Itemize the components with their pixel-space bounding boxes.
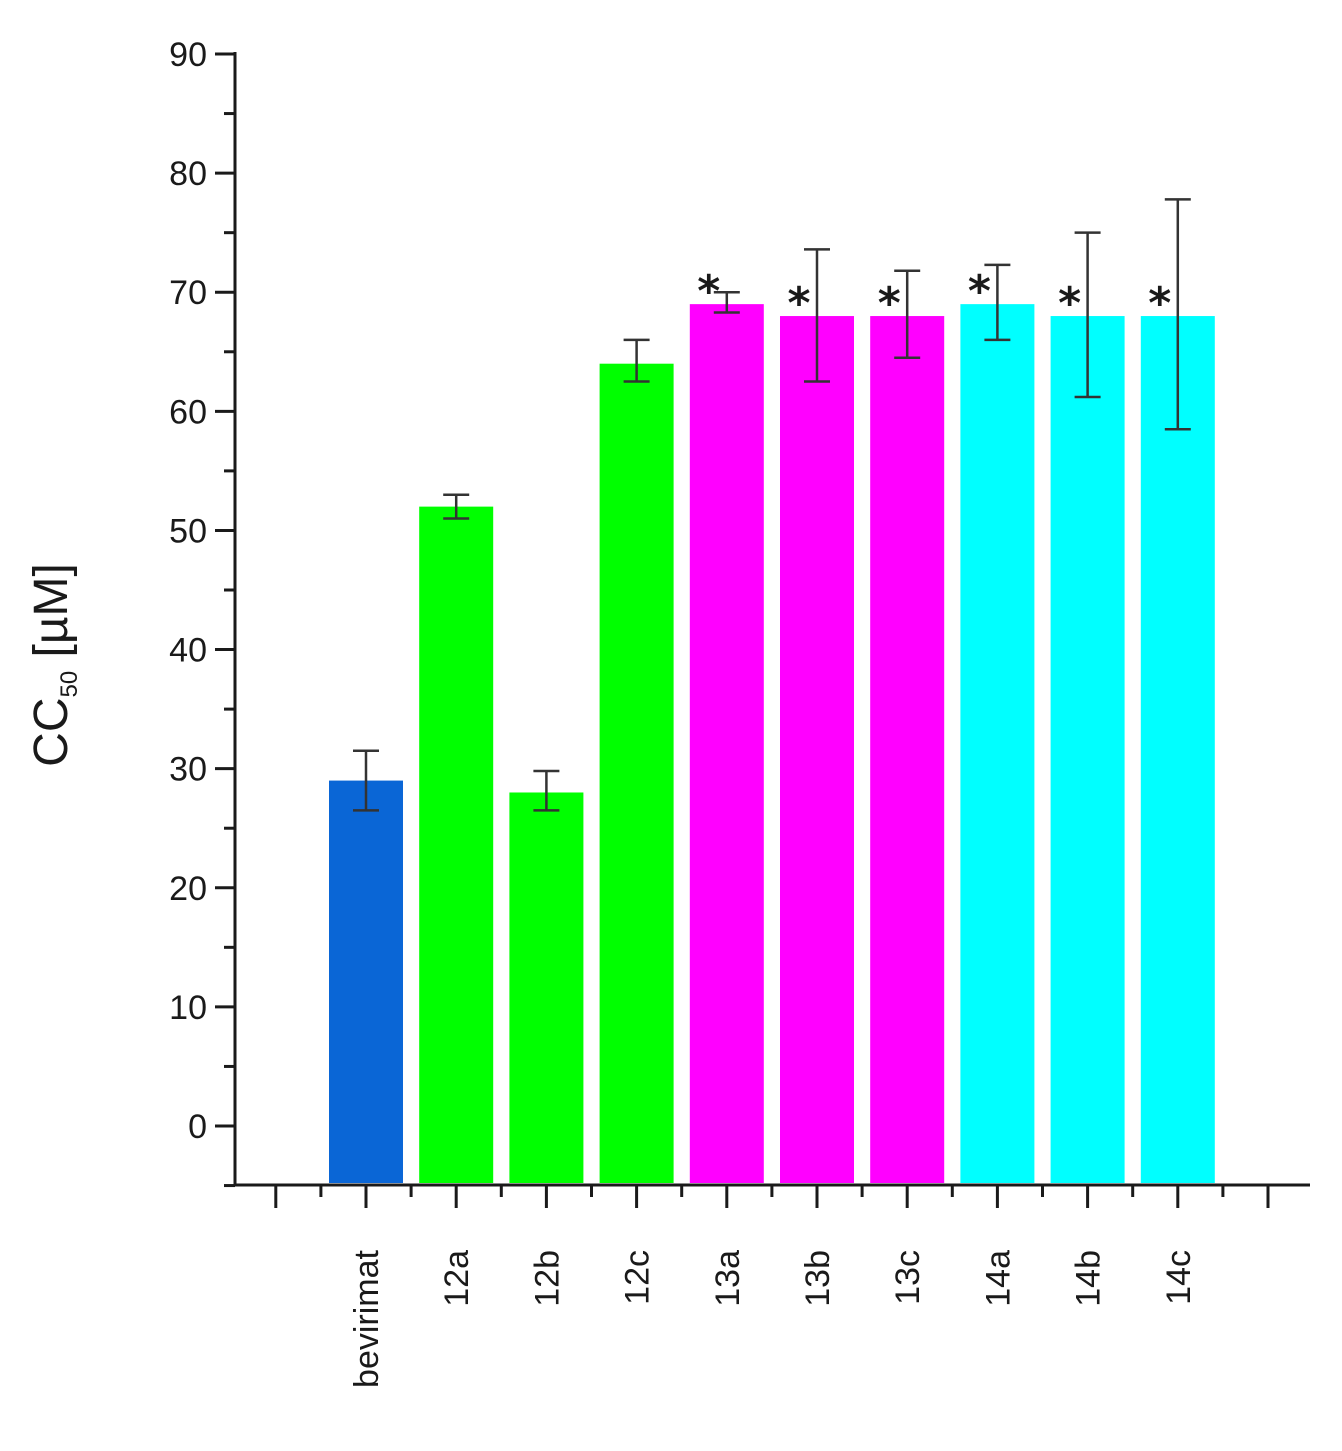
- y-tick-label: 70: [169, 274, 207, 312]
- y-axis-title-subscript: 50: [56, 671, 83, 698]
- significance-markers: * * * * * *: [697, 266, 1171, 329]
- significance-star-14b: *: [1058, 278, 1081, 329]
- y-axis: 0 10 20 30 40 50 60 70 80 90: [169, 36, 237, 1188]
- x-axis: [235, 1183, 1310, 1208]
- y-tick-label: 90: [169, 36, 207, 74]
- y-tick-label: 40: [169, 632, 207, 670]
- x-tick-label-14a: 14a: [979, 1250, 1017, 1307]
- bar-13a: [689, 304, 764, 1184]
- category-labels: bevirimat 12a 12b 12c 13a 13b 13c 14a 14b 14c: [348, 1249, 1198, 1387]
- bar-14c: [1140, 316, 1215, 1183]
- y-tick-label: 10: [169, 989, 207, 1027]
- x-tick-label-12a: 12a: [438, 1250, 476, 1307]
- x-tick-label-14c: 14c: [1160, 1250, 1198, 1305]
- x-tick-label-13a: 13a: [709, 1250, 747, 1307]
- bar-14b: [1050, 316, 1125, 1183]
- error-bars: [353, 198, 1191, 812]
- x-tick-label-14b: 14b: [1070, 1250, 1108, 1307]
- x-tick-label-12b: 12b: [528, 1250, 566, 1307]
- bars: [329, 304, 1215, 1184]
- y-tick-label: 0: [188, 1108, 207, 1146]
- y-tick-label: 60: [169, 393, 207, 431]
- x-tick-label-bevirimat: bevirimat: [348, 1249, 386, 1387]
- significance-star-13c: *: [878, 278, 901, 329]
- y-axis-title-unit: [µM]: [25, 563, 78, 671]
- bar-13c: [870, 316, 945, 1183]
- y-axis-title: CC50 [µM]: [25, 563, 83, 767]
- x-tick-label-13c: 13c: [889, 1250, 927, 1305]
- bar-12b: [509, 792, 584, 1183]
- bar-14a: [960, 304, 1035, 1184]
- x-tick-label-12c: 12c: [619, 1250, 657, 1305]
- significance-star-13b: *: [787, 278, 810, 329]
- y-tick-label: 50: [169, 512, 207, 550]
- y-axis-title-main: CC: [25, 698, 78, 767]
- x-tick-label-13b: 13b: [799, 1250, 837, 1307]
- y-tick-label: 20: [169, 870, 207, 908]
- bar-12c: [599, 363, 674, 1183]
- significance-star-14c: *: [1148, 278, 1171, 329]
- significance-star-14a: *: [968, 266, 991, 317]
- significance-star-13a: *: [697, 266, 720, 317]
- bar-13b: [780, 316, 854, 1183]
- y-tick-label: 80: [169, 155, 207, 193]
- bar-bevirimat: [329, 780, 403, 1183]
- y-tick-label: 30: [169, 751, 207, 789]
- bar-12a: [419, 506, 494, 1184]
